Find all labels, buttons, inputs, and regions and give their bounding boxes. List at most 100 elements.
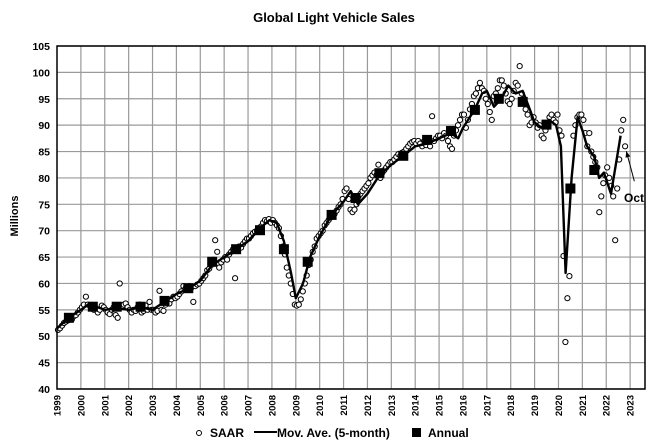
y-tick-label: 70 <box>38 226 50 238</box>
x-tick-label: 2003 <box>148 395 159 416</box>
annual-point <box>231 244 242 255</box>
y-tick-label: 100 <box>32 67 50 79</box>
saar-point <box>295 301 302 308</box>
annual-point <box>63 312 74 323</box>
x-tick-label: 2005 <box>196 394 207 416</box>
annual-point <box>565 183 576 194</box>
saar-point <box>540 135 547 142</box>
grid <box>57 45 645 390</box>
annual-point <box>111 301 122 312</box>
saar-point <box>375 161 382 168</box>
saar-point <box>600 180 607 187</box>
x-tick-label: 2017 <box>482 395 493 416</box>
arrowhead-icon <box>625 151 631 158</box>
saar-point <box>448 145 456 152</box>
annual-point <box>159 295 170 306</box>
y-axis-label: Millions <box>9 196 21 237</box>
saar-point <box>343 185 350 192</box>
saar-point <box>146 298 153 305</box>
saar-point <box>82 293 90 300</box>
y-tick-label: 50 <box>38 331 50 343</box>
annual-point <box>278 244 289 255</box>
x-tick-label: 2009 <box>291 395 302 416</box>
saar-point <box>508 95 515 102</box>
y-tick-label: 40 <box>38 384 50 396</box>
x-tick-label: 2023 <box>626 395 637 416</box>
annual-point <box>207 256 218 267</box>
saar-point <box>622 143 629 150</box>
chart-title: Global Light Vehicle Sales <box>253 10 415 25</box>
saar-point <box>580 116 587 124</box>
saar-point <box>498 77 505 84</box>
annual-point <box>326 209 337 220</box>
annual-point <box>541 119 552 130</box>
saar-point <box>618 127 625 134</box>
saar-point <box>429 113 436 120</box>
annual-point <box>589 165 600 175</box>
saar-point <box>578 111 585 118</box>
annual-point <box>350 193 361 203</box>
legend: SAAR Mov. Ave. (5-month) Annual <box>196 426 469 440</box>
saar-point <box>562 338 569 346</box>
y-tick-label: 105 <box>32 41 50 53</box>
x-tick-label: 2013 <box>387 395 398 416</box>
x-tick-label: 2006 <box>220 395 231 416</box>
saar-point <box>522 106 529 113</box>
saar-point <box>488 116 495 124</box>
x-tick-label: 2021 <box>578 394 589 416</box>
saar-point <box>548 111 555 118</box>
saar-point <box>156 287 163 294</box>
legend-saar-label: SAAR <box>210 426 244 440</box>
x-tick-label: 2004 <box>172 394 183 416</box>
x-tick-label: 2016 <box>458 395 469 416</box>
x-tick-label: 2010 <box>315 395 326 416</box>
saar-point <box>564 295 571 302</box>
x-tick-label: 2019 <box>530 395 541 416</box>
saar-point <box>596 209 603 216</box>
saar-point <box>506 100 513 108</box>
x-tick-label: 2000 <box>76 395 87 416</box>
saar-point <box>554 111 561 118</box>
saar-point <box>365 180 372 187</box>
x-tick-label: 2015 <box>435 394 446 416</box>
x-tick-label: 2020 <box>554 395 565 416</box>
annual-point <box>446 126 456 136</box>
x-tick-label: 2018 <box>506 395 517 416</box>
saar-point <box>494 85 501 92</box>
saar-point <box>460 111 468 118</box>
annual-point <box>183 283 194 294</box>
y-tick-label: 55 <box>38 305 50 317</box>
annual-point <box>398 150 409 161</box>
saar-point <box>472 90 479 97</box>
saar-point <box>224 256 231 263</box>
saar-point <box>604 164 611 171</box>
annual-point <box>135 301 146 312</box>
legend-annual-label: Annual <box>428 426 469 440</box>
y-tick-label: 45 <box>38 358 50 370</box>
saar-point <box>232 275 239 282</box>
oct-annotation: Oct <box>624 151 644 205</box>
x-axis-ticks: 1999 2000 2001 2002 2003 2004 2005 2006 2007 2008… <box>53 394 637 416</box>
y-tick-label: 65 <box>38 252 50 264</box>
saar-point <box>160 307 167 314</box>
y-tick-label: 90 <box>38 120 50 132</box>
legend-saar-marker <box>196 430 202 436</box>
saar-point <box>566 273 573 280</box>
annotation-label: Oct <box>624 191 644 205</box>
annual-series <box>63 93 600 323</box>
saar-point <box>190 298 197 305</box>
saar-point <box>620 116 627 124</box>
saar-point <box>500 82 507 89</box>
saar-point <box>444 137 452 145</box>
annual-point <box>255 225 265 236</box>
saar-point <box>524 111 531 118</box>
plot-border <box>56 45 646 390</box>
y-tick-label: 80 <box>38 173 50 185</box>
saar-point <box>598 193 605 200</box>
x-tick-label: 2007 <box>244 395 255 416</box>
x-tick-label: 2011 <box>339 394 350 415</box>
annual-point <box>374 168 385 179</box>
saar-point <box>586 130 593 137</box>
x-tick-label: 2022 <box>602 395 613 416</box>
annual-point <box>517 96 528 107</box>
